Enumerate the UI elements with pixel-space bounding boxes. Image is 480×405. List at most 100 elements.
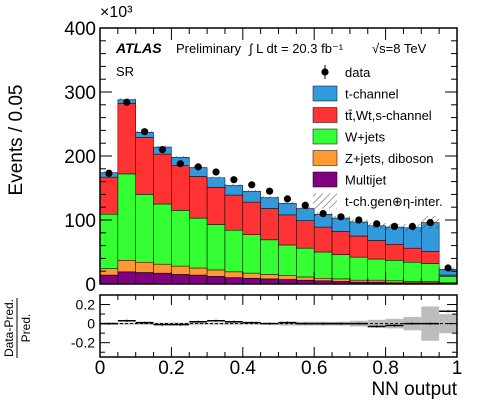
ratio-points [100,310,457,328]
w-jets-bar [403,261,422,282]
region-label: SR [116,64,134,79]
atlas-label: ATLAS [115,40,162,56]
tt-wt-s-channel-bar [117,103,136,175]
w-jets-bar [117,173,136,261]
legend-w-jets-swatch [312,128,338,145]
data-point [105,169,113,177]
y-tick-labels: 0 100 200 300 400 [64,19,96,296]
y-axis-label: Events / 0.05 [6,85,27,196]
main-axis-ticks [99,27,458,285]
uncertainty-bin [171,156,190,159]
uncertainty-bin [207,176,225,180]
z-jets-diboson-bar [313,277,333,282]
data-point [390,222,399,230]
ratio-y-tick-labels: -0.2 0 0.2 [71,297,95,351]
data-point [212,168,220,176]
legend-multijet-swatch [312,171,338,188]
data-point [141,128,149,136]
x-axis-label: NN output [371,379,457,400]
tt-wt-s-channel-bar [385,244,404,261]
y-tick-label: 400 [64,19,96,40]
w-jets-bar [224,229,244,273]
w-jets-bar [153,203,172,265]
z-jets-diboson-bar [206,269,226,277]
w-jets-bar [385,260,404,282]
z-jets-diboson-bar [242,272,261,279]
legend-uncertainty-swatch [313,193,337,209]
w-jets-bar [313,251,333,279]
data-point [230,176,238,184]
tt-wt-s-channel-bar [403,247,422,263]
tt-wt-s-channel-bar [260,208,279,241]
z-jets-diboson-bar [171,265,190,275]
ratio-y-tick-label: 0 [87,316,95,332]
t-channel-bar [260,197,279,209]
multijet-bar [99,274,119,285]
w-jets-bar [331,254,351,280]
t-channel-bar [242,190,261,203]
data-point [248,181,256,189]
uncertainty-bin [242,189,261,193]
ratio-label-numerator: Data-Pred. [2,299,16,357]
multijet-bar [171,274,190,285]
data-point [426,218,434,227]
tt-wt-s-channel-bar [99,176,119,215]
uncertainty-bin [260,196,279,199]
data-point [444,264,452,272]
x-tick-label: 0 [95,358,106,379]
data-point [194,163,202,171]
x-tick-label: 0.6 [301,358,327,379]
ratio-band-bin [224,322,243,325]
t-channel-bar [206,177,226,188]
ratio-band-bin [385,318,404,329]
w-jets-bar [421,263,440,282]
tt-wt-s-channel-bar [224,194,244,231]
multijet-bar [117,271,136,285]
x-tick-label: 0.4 [230,358,257,379]
z-jets-diboson-bar [296,276,315,281]
t-channel-bar [224,185,244,196]
tt-wt-s-channel-bar [189,176,208,219]
tt-wt-s-channel-bar [296,220,315,249]
z-jets-diboson-bar [367,279,386,283]
legend-t-channel-swatch [312,85,338,102]
legend-t-ch-gen-inter-label: t-ch.gen⊕η-inter. [345,194,443,209]
x-tick-label: 1 [452,358,463,379]
w-jets-bar [260,239,279,275]
tt-wt-s-channel-bar [367,240,386,260]
luminosity-label: ∫ L dt = 20.3 fb⁻¹ [248,41,344,56]
data-point [158,146,167,154]
data-point [301,201,309,209]
legend-z-jets-diboson-swatch [312,150,338,166]
data-point [337,213,345,221]
multijet-bar [189,274,208,285]
stacked-histograms [99,99,458,285]
w-jets-bar [367,258,386,281]
tt-wt-s-channel-bar [349,235,368,258]
data-point [355,216,363,224]
uncertainty-bin [224,184,243,187]
tt-wt-s-channel-bar [153,153,172,205]
z-jets-diboson-bar [153,263,172,274]
data-point [408,222,416,230]
z-jets-diboson-bar [135,261,154,273]
z-jets-diboson-bar [331,278,351,282]
energy-label: √s=8 TeV [372,41,427,56]
uncertainty-bin [278,202,297,205]
w-jets-bar [135,194,154,263]
legend-data-label: data [345,65,371,80]
w-jets-bar [99,213,119,269]
legend-tt-wt-s-channel-label: tt̄,Wt,s-channel [345,108,432,123]
y-tick-label: 200 [64,147,96,168]
w-jets-bar [171,210,190,267]
w-jets-bar [278,244,297,276]
ratio-panel: -0.200.2 0 0.2 0.4 0.6 0.8 1 Data-Pred. Pred.… [2,294,463,400]
data-points [105,98,452,272]
multijet-bar [224,277,244,285]
ratio-band-bin [189,322,208,325]
legend-z-jets-diboson-label: Z+jets, diboson [345,151,434,166]
w-jets-bar [242,234,261,274]
z-jets-diboson-bar [260,274,279,280]
tt-wt-s-channel-bar [171,165,190,211]
